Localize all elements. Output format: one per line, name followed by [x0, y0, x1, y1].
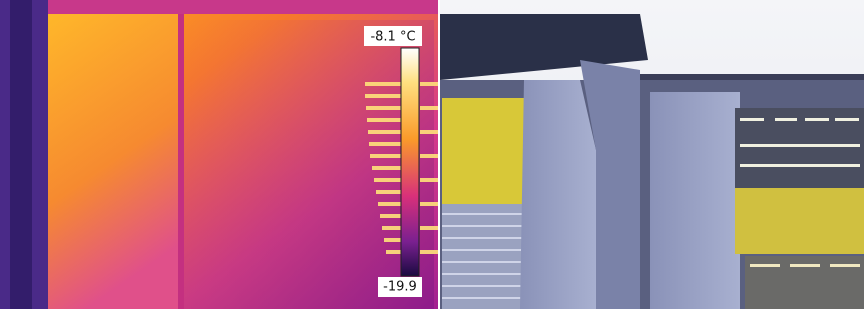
scale-max-label: -8.1 °C: [370, 30, 415, 45]
image-pair: -8.1 °C -19.9: [0, 0, 864, 309]
building-photo: [440, 0, 864, 309]
scale-min-label: -19.9: [383, 280, 417, 295]
color-scale-bar: [401, 48, 419, 276]
thermal-image: -8.1 °C -19.9: [0, 0, 438, 309]
